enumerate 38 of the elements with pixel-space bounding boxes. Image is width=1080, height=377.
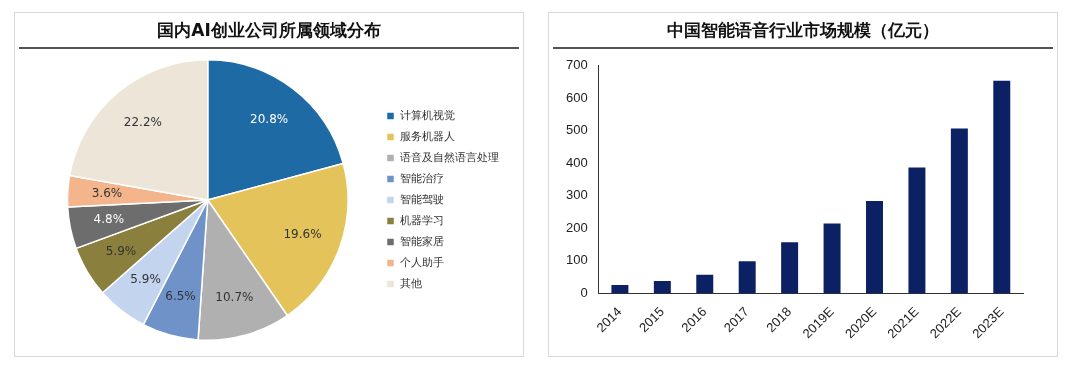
legend-label: 个人助手: [400, 255, 444, 269]
y-tick-label: 700: [565, 57, 588, 73]
bar: [823, 223, 841, 294]
data-label: 5.9%: [105, 243, 137, 258]
legend-label: 机器学习: [400, 213, 444, 227]
legend-label: 智能家居: [400, 234, 444, 248]
y-tick-label: 400: [565, 154, 588, 170]
bar: [696, 274, 714, 294]
data-label: 22.2%: [123, 114, 162, 129]
legend-label: 服务机器人: [400, 129, 455, 143]
bar: [866, 201, 883, 294]
legend-label: 智能治疗: [400, 171, 444, 185]
data-label: 4.8%: [93, 212, 125, 227]
bar: [950, 128, 968, 294]
bar: [738, 261, 756, 294]
legend-label: 其他: [400, 276, 422, 290]
chart-title: 中国智能语音行业市场规模（亿元）: [553, 19, 1053, 49]
legend-label: 语音及自然语言处理: [400, 150, 499, 164]
y-tick-label: 100: [565, 252, 588, 268]
bar: [611, 284, 629, 294]
data-label: 20.8%: [250, 111, 289, 126]
data-label: 5.9%: [130, 271, 161, 286]
legend-label: 计算机视觉: [400, 108, 455, 122]
data-label: 19.6%: [283, 226, 322, 241]
data-label: 10.7%: [215, 289, 254, 304]
bar: [993, 80, 1011, 294]
y-tick-label: 500: [565, 122, 588, 138]
data-label: 6.5%: [165, 289, 196, 304]
y-tick-label: 0: [580, 284, 588, 300]
y-tick-label: 200: [565, 219, 588, 235]
data-label: 3.6%: [91, 185, 123, 200]
bar: [781, 242, 799, 294]
bar: [908, 167, 926, 294]
chart-title: 国内AI创业公司所属领域分布: [19, 19, 519, 49]
y-tick-label: 600: [565, 89, 588, 105]
legend-label: 智能驾驶: [400, 192, 444, 206]
y-tick-label: 300: [565, 187, 588, 203]
bar: [653, 281, 671, 294]
